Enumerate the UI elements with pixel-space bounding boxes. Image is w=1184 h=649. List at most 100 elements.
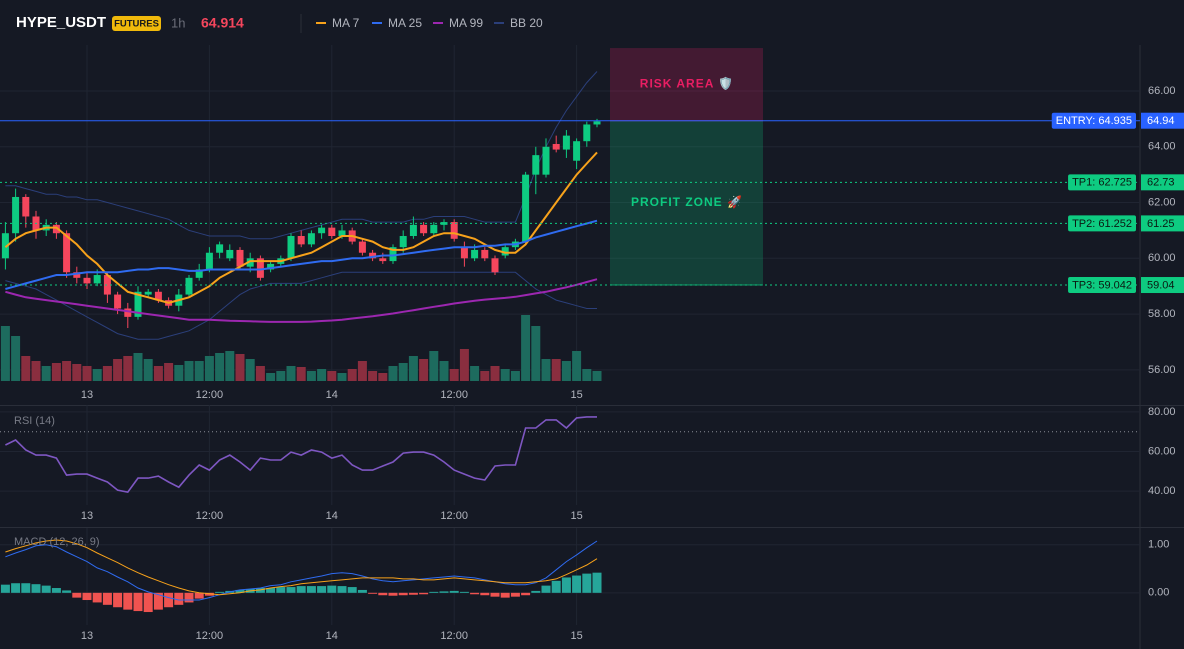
histogram-bar <box>480 592 490 596</box>
candle-body <box>52 224 60 234</box>
volume-bar <box>592 371 602 381</box>
histogram-bar <box>153 592 163 610</box>
candle-body <box>583 124 591 142</box>
volume-bar <box>510 371 520 381</box>
candle-body <box>226 249 234 259</box>
volume-bar <box>133 353 143 381</box>
volume-bar <box>11 336 21 381</box>
volume-bar <box>582 369 592 381</box>
histogram-bar <box>184 592 194 603</box>
candle-body <box>144 291 152 295</box>
candle-body <box>205 252 213 270</box>
y-tick-label: 0.00 <box>1148 587 1169 599</box>
volume-bar <box>572 351 582 381</box>
volume-bar <box>174 365 184 381</box>
histogram-bar <box>510 592 520 597</box>
histogram-bar <box>266 588 276 593</box>
level-tag: ENTRY: 64.935 <box>1056 115 1132 127</box>
histogram-bar <box>459 591 469 593</box>
x-tick-label: 13 <box>81 630 93 642</box>
histogram-bar <box>572 575 582 593</box>
volume-bar <box>398 363 408 381</box>
histogram-bar <box>0 584 10 593</box>
histogram-bar <box>102 592 112 605</box>
volume-bar <box>470 366 480 381</box>
histogram-bar <box>215 591 225 593</box>
candle-body <box>22 196 30 217</box>
volume-bar <box>245 359 255 381</box>
volume-bar <box>153 366 163 381</box>
histogram-bar <box>164 592 174 608</box>
histogram-bar <box>296 586 306 593</box>
histogram-bar <box>31 584 41 593</box>
level-tag-bg <box>1051 112 1136 129</box>
histogram-bar <box>337 586 347 593</box>
x-tick-label: 14 <box>326 630 338 642</box>
bb-upper <box>5 71 598 240</box>
histogram-bar <box>561 577 571 593</box>
candle-body <box>267 263 275 270</box>
badge-bg <box>112 16 161 31</box>
x-tick-label: 12:00 <box>196 389 224 401</box>
volume-bar <box>337 373 347 381</box>
x-tick-label: 12:00 <box>440 630 468 642</box>
candle-body <box>501 247 509 256</box>
candle-body <box>491 258 499 273</box>
volume-bar <box>357 361 367 381</box>
candle-body <box>134 291 142 317</box>
volume-bar <box>255 366 265 381</box>
y-tick-label: 60.00 <box>1148 252 1176 264</box>
rsi-line <box>5 416 597 493</box>
volume-bar <box>449 369 459 381</box>
candle-body <box>430 224 438 234</box>
legend-label: BB 20 <box>510 16 543 30</box>
volume-bar <box>459 349 469 381</box>
volume-bar <box>490 366 500 381</box>
candle-body <box>471 249 479 259</box>
x-tick-label: 14 <box>326 510 338 522</box>
candle-body <box>114 294 122 309</box>
candle-body <box>307 233 315 245</box>
volume-bar <box>419 359 429 381</box>
x-tick-label: 12:00 <box>440 510 468 522</box>
volume-bar <box>327 371 337 381</box>
histogram-bar <box>357 589 367 593</box>
histogram-bar <box>82 592 92 601</box>
x-tick-label: 13 <box>81 389 93 401</box>
histogram-bar <box>123 592 133 610</box>
y-tick-label: 56.00 <box>1148 364 1176 376</box>
volume-bar <box>31 361 41 381</box>
histogram-bar <box>398 592 408 596</box>
volume-bar <box>541 359 551 381</box>
volume-bar <box>480 371 490 381</box>
candle-body <box>93 275 101 284</box>
level-tag-bg <box>1068 215 1136 232</box>
histogram-bar <box>592 572 602 593</box>
candle-body <box>236 249 244 267</box>
x-tick-label: 13 <box>81 510 93 522</box>
level-tag-bg <box>1068 174 1136 191</box>
price-tag-bg <box>1141 215 1184 232</box>
candle-body <box>103 275 111 295</box>
candle-body <box>287 236 295 259</box>
y-tick-label: 1.00 <box>1148 539 1169 551</box>
y-tick-label: 40.00 <box>1148 485 1176 497</box>
histogram-bar <box>317 586 327 593</box>
candle-body <box>379 258 387 262</box>
volume-bar <box>531 326 541 381</box>
candle-body <box>318 227 326 234</box>
symbol: HYPE_USDT <box>16 14 106 31</box>
volume-bar <box>266 373 276 381</box>
volume-bar <box>286 366 296 381</box>
candle-body <box>124 308 132 317</box>
candle-body <box>532 155 540 175</box>
volume-bar <box>235 354 245 381</box>
histogram-bar <box>470 592 480 595</box>
histogram-bar <box>388 592 398 596</box>
histogram-bar <box>174 592 184 605</box>
candle-body <box>216 244 224 253</box>
histogram-bar <box>429 591 439 593</box>
candle-body <box>481 249 489 259</box>
y-tick-label: 60.00 <box>1148 445 1176 457</box>
candle-body <box>562 135 570 150</box>
